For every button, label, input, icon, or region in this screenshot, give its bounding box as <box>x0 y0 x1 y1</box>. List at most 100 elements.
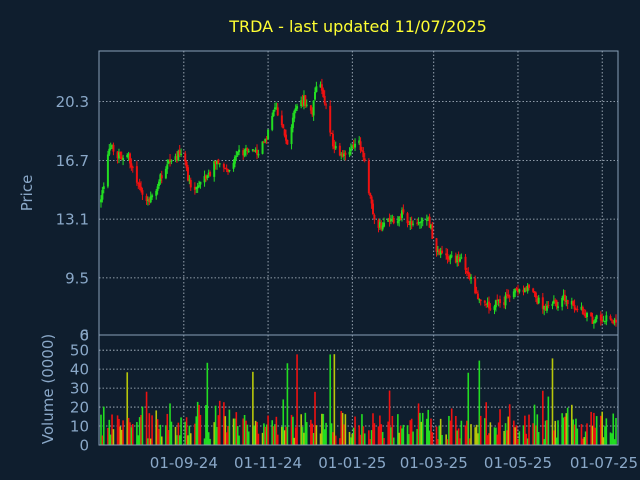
volume-bar <box>372 413 374 445</box>
candle-body <box>475 292 478 294</box>
volume-bar <box>170 421 173 445</box>
candle-body <box>243 150 246 156</box>
volume-bar <box>112 429 115 445</box>
candle-body <box>586 312 589 318</box>
volume-bar <box>199 414 202 445</box>
volume-bar <box>214 405 217 445</box>
volume-bar <box>468 438 471 445</box>
candle-body <box>412 223 415 225</box>
volume-bar <box>189 433 192 445</box>
candle-body <box>213 160 216 177</box>
volume-bar <box>514 427 517 445</box>
candle-body <box>399 217 402 219</box>
candle-body <box>555 300 558 307</box>
volume-bar <box>488 433 490 445</box>
volume-bar <box>439 418 442 445</box>
volume-bar <box>484 418 486 445</box>
price-axis-ticks: 20.3 16.7 13.1 9.5 6 <box>56 93 89 344</box>
volume-bar <box>392 437 395 445</box>
volume-bar <box>605 418 608 445</box>
volume-bar <box>274 424 276 445</box>
volume-tick-label: 0 <box>79 437 89 455</box>
candle-body <box>100 199 102 203</box>
volume-bar <box>554 420 557 445</box>
volume-bar <box>361 414 363 445</box>
candle-body <box>358 140 361 144</box>
volume-bar <box>243 414 246 445</box>
volume-bar <box>601 411 603 445</box>
candle-body <box>476 293 479 300</box>
candle-body <box>294 108 297 112</box>
volume-bar <box>227 426 229 445</box>
candle-body <box>275 107 278 109</box>
candle-body <box>562 294 565 299</box>
candle-body <box>493 306 496 310</box>
volume-bar <box>351 433 354 445</box>
candle-body <box>591 316 594 324</box>
volume-bar <box>282 399 285 445</box>
volume-bar <box>246 424 249 445</box>
candle-body <box>572 301 575 306</box>
volume-bar <box>294 427 297 445</box>
volume-bar <box>129 422 131 445</box>
volume-bar <box>517 439 519 445</box>
candle-body <box>503 302 506 305</box>
volume-bar <box>254 420 257 445</box>
volume-bar <box>421 412 424 445</box>
volume-bar <box>388 390 391 445</box>
candle-body <box>312 100 315 116</box>
candle-body <box>601 319 604 322</box>
volume-bar <box>513 420 515 445</box>
volume-bar <box>109 434 112 445</box>
candle-body <box>421 220 424 222</box>
candle-body <box>300 100 303 107</box>
volume-bar <box>198 404 200 445</box>
volume-bar <box>459 438 461 445</box>
volume-bar <box>264 426 267 445</box>
volume-bar <box>410 418 413 445</box>
volume-bar <box>363 433 366 445</box>
candle-body <box>402 209 405 213</box>
volume-bar <box>184 421 187 445</box>
volume-bar <box>108 419 111 445</box>
candle-body <box>186 167 189 181</box>
volume-bar <box>600 415 602 445</box>
volume-bar <box>286 363 289 445</box>
candle-body <box>508 296 511 298</box>
volume-bar <box>147 438 149 445</box>
candle-body <box>351 145 354 149</box>
candle-body <box>565 300 568 302</box>
candle-body <box>467 271 470 275</box>
candle-body <box>544 306 547 310</box>
candle-body <box>381 225 384 230</box>
candle-body <box>359 141 362 150</box>
candle-body <box>273 107 276 110</box>
candle-body <box>574 309 577 311</box>
volume-bar <box>257 433 260 445</box>
volume-bar <box>300 414 303 445</box>
volume-bar <box>613 439 616 445</box>
volume-bar <box>551 358 554 445</box>
candle-body <box>120 156 123 160</box>
volume-bar <box>383 437 385 445</box>
candle-body <box>581 307 584 314</box>
volume-bar <box>155 410 158 445</box>
volume-bar <box>207 432 210 445</box>
volume-bar <box>323 429 326 445</box>
candle-body <box>360 150 363 152</box>
volume-bar <box>387 421 389 445</box>
candle-body <box>233 156 236 164</box>
volume-bar <box>420 421 423 445</box>
candle-body <box>446 254 449 260</box>
candle-body <box>102 186 105 190</box>
volume-bar <box>178 435 181 445</box>
price-candles <box>100 78 617 329</box>
volume-bar <box>188 425 191 445</box>
candle-body <box>322 89 325 97</box>
candle-body <box>580 306 583 310</box>
candle-body <box>314 91 317 100</box>
candle-body <box>209 172 212 176</box>
candle-body <box>523 288 526 293</box>
volume-bar <box>194 423 196 445</box>
